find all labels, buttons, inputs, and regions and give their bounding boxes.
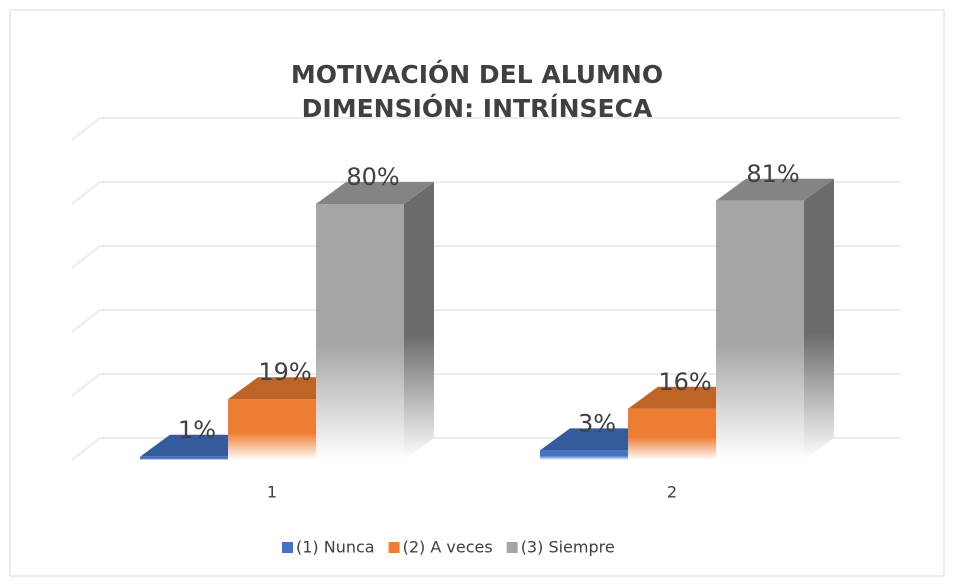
legend-swatch <box>282 542 293 553</box>
data-label: 81% <box>746 160 799 188</box>
data-label: 19% <box>258 358 311 386</box>
legend-label: (3) Siempre <box>521 538 615 557</box>
bar-side <box>404 182 434 460</box>
bar <box>140 456 228 460</box>
bar <box>540 450 628 460</box>
bar-top <box>316 182 434 204</box>
bar <box>716 200 804 461</box>
bar-top <box>716 178 834 201</box>
grid-line <box>71 309 900 333</box>
bar-side <box>804 178 834 461</box>
legend-label: (2) A veces <box>403 538 493 557</box>
bar <box>316 204 404 460</box>
legend-swatch <box>506 542 518 553</box>
x-tick-label: 2 <box>667 483 677 502</box>
legend-label: (1) Nunca <box>296 538 375 557</box>
chart-title: MOTIVACIÓN DEL ALUMNO <box>291 59 663 89</box>
data-label: 1% <box>178 416 216 444</box>
x-tick-label: 1 <box>267 483 277 502</box>
bar <box>228 399 316 460</box>
bar <box>628 408 716 460</box>
data-label: 80% <box>346 163 399 191</box>
grid-line <box>71 245 900 269</box>
grid-line <box>71 373 900 397</box>
legend-swatch <box>388 542 400 553</box>
grid-line <box>71 181 900 205</box>
data-label: 3% <box>578 409 616 437</box>
grid-line <box>71 117 900 141</box>
data-label: 16% <box>658 368 711 396</box>
